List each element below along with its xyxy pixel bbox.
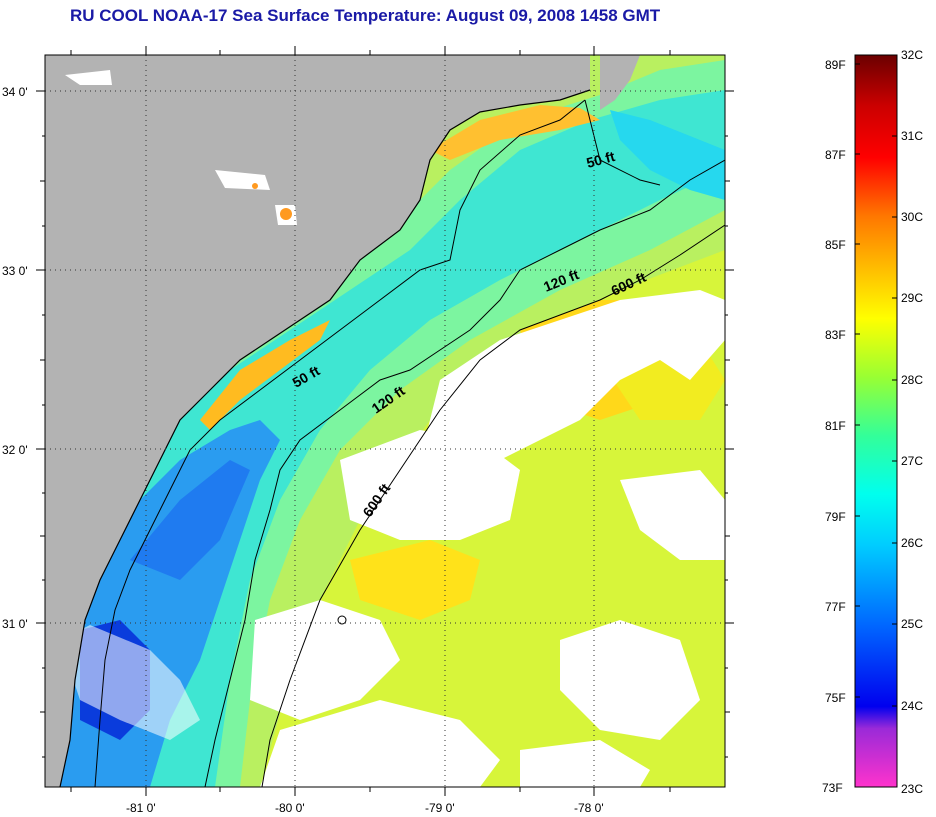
cloud-patch-7 [520,740,650,787]
colorbar-f-77: 77F [825,600,846,614]
lon-label-78: -78 0' [574,801,604,815]
cloud-patch-1 [420,290,725,470]
colorbar-f-79: 79F [825,510,846,524]
isobath-120ft [204,159,725,787]
lon-label-80: -80 0' [275,801,305,815]
warm-patch-south [350,540,480,620]
lon-label-81: -81 0' [126,801,156,815]
colorbar-c-25: 25C [901,617,923,631]
colorbar-f-83: 83F [825,328,846,342]
colorbar-f-85: 85F [825,238,846,252]
map-title: RU COOL NOAA-17 Sea Surface Temperature:… [70,6,661,25]
warm-nearshore-band [200,320,330,430]
land-cloud-1 [65,70,112,85]
warm-bay-band [430,105,600,160]
colorbar-c-23: 23C [901,782,923,796]
isobath-600ft [261,224,725,787]
contour-label-50ft-north: 50 ft [585,148,617,171]
colorbar-gradient [854,54,898,788]
cool-water-mid [130,460,250,580]
land-hotspot-1 [280,208,292,220]
colorbar-f-75: 75F [825,691,846,705]
colorbar-c-24: 24C [901,699,923,713]
colorbar-f-73: 73F [822,781,843,795]
map-body: 50 ft 50 ft 120 ft 120 ft 600 ft 600 ft [45,55,725,787]
axis-ticks [36,46,734,796]
isobath-50ft [94,99,661,787]
land-cape [600,55,640,110]
colorbar-f-89: 89F [825,58,846,72]
colorbar-c-29: 29C [901,291,923,305]
map-frame [44,54,726,788]
cloud-patch-8 [60,625,200,740]
cloud-patch-2 [340,430,520,540]
lon-label-79: -79 0' [425,801,455,815]
cloud-patch-5 [560,620,700,740]
colorbar-ticks [855,54,897,788]
colorbar-c-27: 27C [901,454,923,468]
graticule [45,55,725,787]
colorbar-c-28: 28C [901,373,923,387]
colorbar-c-30: 30C [901,210,923,224]
colorbar: 89F 87F 85F 83F 81F 79F 77F 75F 73F 32C … [822,48,923,796]
colorbar-c-26: 26C [901,536,923,550]
colorbar-f-81: 81F [825,419,846,433]
coastline [59,89,591,787]
cloud-patch-6 [620,470,725,560]
cloud-patch-3 [250,600,400,720]
land-hotspot-2 [252,183,258,189]
colorbar-c-31: 31C [901,129,923,143]
colorbar-c-32: 32C [901,48,923,62]
lat-label-32: 32 0' [2,443,28,457]
buoy-marker [337,615,347,625]
cool-bay-northeast [610,110,725,200]
lat-label-33: 33 0' [2,264,28,278]
colorbar-f-87: 87F [825,148,846,162]
lat-label-34: 34 0' [2,85,28,99]
cloud-patch-4 [260,700,500,787]
lat-label-31: 31 0' [2,617,28,631]
land-mass [45,55,590,787]
